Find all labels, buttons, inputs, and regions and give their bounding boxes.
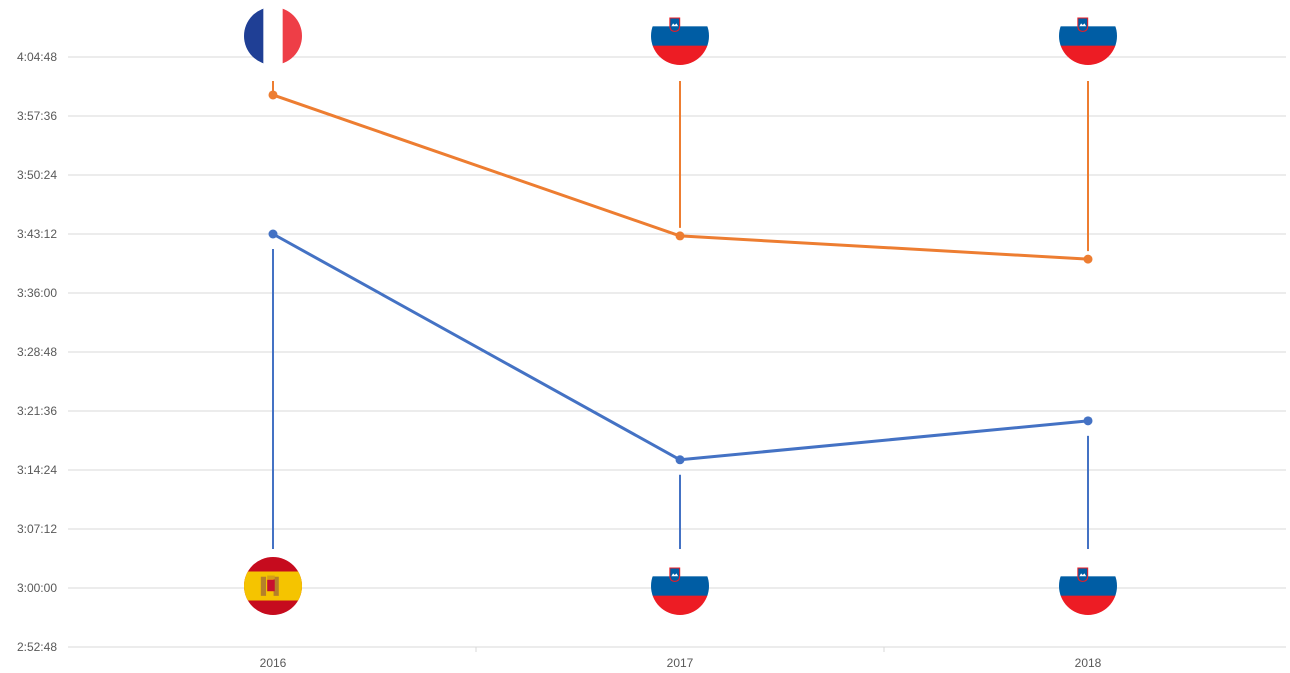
slovenia-flag-icon xyxy=(1059,7,1117,65)
spain-flag-icon xyxy=(244,557,302,615)
y-tick-label: 3:43:12 xyxy=(17,227,57,241)
data-point xyxy=(268,229,278,239)
series-line xyxy=(272,232,1089,462)
y-tick-label: 3:14:24 xyxy=(17,463,57,477)
data-point xyxy=(1083,254,1093,264)
y-tick-label: 4:04:48 xyxy=(17,50,57,64)
flag-connectors xyxy=(272,81,1089,549)
data-point xyxy=(675,231,685,241)
data-point xyxy=(1083,416,1093,426)
y-tick-label: 2:52:48 xyxy=(17,640,57,654)
x-tick-label: 2018 xyxy=(1075,656,1102,670)
france-flag-icon xyxy=(244,7,302,65)
y-tick-label: 3:28:48 xyxy=(17,345,57,359)
data-point xyxy=(675,455,685,465)
y-tick-label: 3:36:00 xyxy=(17,286,57,300)
slovenia-flag-icon xyxy=(651,557,709,615)
series-lines xyxy=(268,90,1093,465)
slovenia-flag-icon xyxy=(1059,557,1117,615)
flag-markers xyxy=(244,7,1117,615)
y-tick-label: 3:57:36 xyxy=(17,109,57,123)
y-tick-label: 3:07:12 xyxy=(17,522,57,536)
y-tick-label: 3:50:24 xyxy=(17,168,57,182)
slovenia-flag-icon xyxy=(651,7,709,65)
y-tick-label: 3:00:00 xyxy=(17,581,57,595)
x-tick-label: 2016 xyxy=(260,656,287,670)
x-tick-label: 2017 xyxy=(667,656,694,670)
data-point xyxy=(268,90,278,100)
axes: 2:52:48 3:00:00 3:07:12 3:14:24 3:21:36 3:28:… xyxy=(17,50,1102,670)
y-tick-label: 3:21:36 xyxy=(17,404,57,418)
